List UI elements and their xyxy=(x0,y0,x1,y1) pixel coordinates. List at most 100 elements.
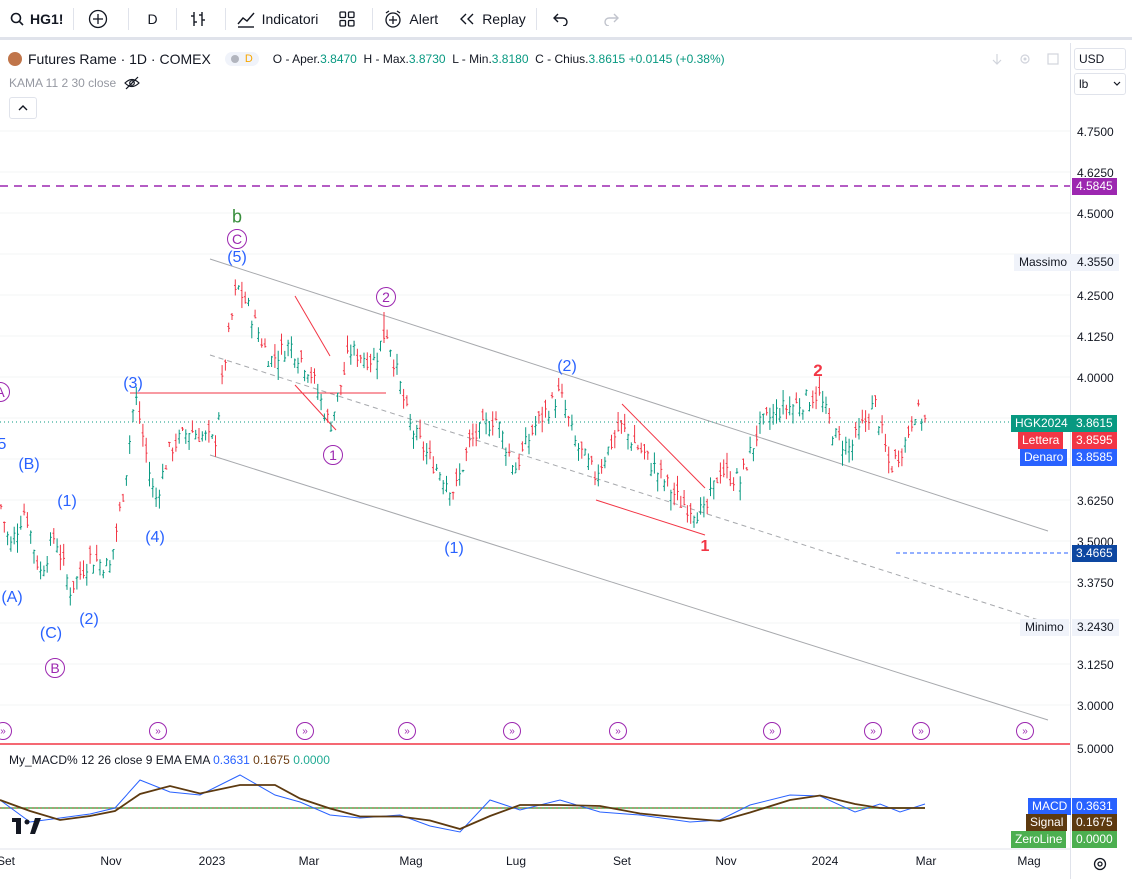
alert-label: Alert xyxy=(409,10,439,27)
price-tick: 3.1250 xyxy=(1077,658,1114,672)
alert-button[interactable]: Alert xyxy=(373,0,448,39)
replay-label: Replay xyxy=(482,10,526,27)
time-tick: Set xyxy=(612,854,632,868)
event-marker-icon[interactable]: » xyxy=(296,722,314,740)
wave-label-1[interactable]: (1) xyxy=(57,493,77,510)
settings-gear-icon[interactable] xyxy=(1092,856,1108,872)
kama-legend: KAMA 11 2 30 close xyxy=(9,76,141,90)
time-tick: 2024 xyxy=(811,854,839,868)
interval-button[interactable]: D xyxy=(147,10,158,27)
market-status-badge[interactable]: D xyxy=(224,52,259,66)
low-value: 3.8180 xyxy=(491,52,529,66)
collapse-legend-button[interactable] xyxy=(9,97,37,119)
wave-label-1b[interactable]: (1) xyxy=(444,540,464,557)
open-value: 3.8470 xyxy=(320,52,357,66)
wave-label-5-edge[interactable]: 5 xyxy=(0,436,7,453)
macd-tag-value: 0.3631 xyxy=(1072,798,1117,815)
divider xyxy=(224,7,226,30)
support-tag: 3.4665 xyxy=(1072,545,1117,562)
compare-button[interactable] xyxy=(74,0,128,39)
price-tick: 3.0000 xyxy=(1077,699,1114,713)
symbol-title[interactable]: Futures Rame · 1D · COMEX xyxy=(28,51,211,67)
maximize-icon[interactable] xyxy=(1046,52,1060,66)
unit-select[interactable]: lb xyxy=(1074,73,1126,95)
price-tick: 4.6250 xyxy=(1077,166,1114,180)
redo-button[interactable] xyxy=(589,0,641,39)
event-marker-icon[interactable]: » xyxy=(912,722,930,740)
price-axis[interactable] xyxy=(1070,43,1132,879)
alarm-clock-icon xyxy=(385,9,402,28)
currency-select[interactable]: USD xyxy=(1074,48,1126,70)
wave-label-red-1[interactable]: 1 xyxy=(700,538,710,555)
event-marker-icon[interactable]: » xyxy=(1016,722,1034,740)
high-value: 3.8730 xyxy=(408,52,446,66)
undo-button[interactable] xyxy=(537,0,589,39)
signal-legend-value: 0.1675 xyxy=(253,753,290,767)
massimo-value: 4.3550 xyxy=(1072,254,1119,271)
tradingview-logo xyxy=(12,818,42,839)
symbol-legend: Futures Rame · 1D · COMEX D O - Aper.3.8… xyxy=(8,51,725,67)
close-label: C - Chius. xyxy=(535,52,589,66)
layouts-button[interactable] xyxy=(328,0,372,39)
settings-icon[interactable] xyxy=(1018,52,1032,66)
macd-line xyxy=(0,774,926,833)
event-marker-icon[interactable]: » xyxy=(864,722,882,740)
unit-value: lb xyxy=(1079,77,1089,91)
channel-mid-line xyxy=(209,354,1049,624)
signal-line xyxy=(0,784,925,830)
wave-label-b[interactable]: b xyxy=(231,206,243,227)
undo-icon xyxy=(552,13,568,26)
event-marker-icon[interactable]: » xyxy=(503,722,521,740)
minimo-value: 3.2430 xyxy=(1072,619,1119,636)
ohlc-bars xyxy=(0,279,927,606)
price-tick: 4.1250 xyxy=(1077,330,1114,344)
event-marker-icon[interactable]: » xyxy=(763,722,781,740)
wave-label-b-circled[interactable]: B xyxy=(45,658,65,678)
macd-legend-value: 0.3631 xyxy=(213,753,250,767)
zero-tag-value: 0.0000 xyxy=(1072,831,1117,848)
wave-label-c-circled[interactable]: C xyxy=(227,229,247,249)
last-price-tag: 3.8615 xyxy=(1072,415,1117,432)
chart-type-button[interactable] xyxy=(177,0,225,39)
replay-button[interactable]: Replay xyxy=(448,0,536,39)
time-tick: Mag xyxy=(1017,854,1041,868)
search-icon xyxy=(10,12,24,26)
wave-label-5[interactable]: (5) xyxy=(227,249,247,266)
divider xyxy=(128,7,130,30)
grid xyxy=(0,130,1070,706)
wave-label-2-circled[interactable]: 2 xyxy=(376,287,396,307)
wave-label-1-circled[interactable]: 1 xyxy=(323,445,343,465)
price-tick: 4.7500 xyxy=(1077,125,1114,139)
price-chart[interactable] xyxy=(0,43,1070,879)
macd-legend: My_MACD% 12 26 close 9 EMA EMA 0.3631 0.… xyxy=(9,753,330,767)
low-label: L - Min. xyxy=(452,52,492,66)
macd-legend-label[interactable]: My_MACD% 12 26 close 9 EMA EMA xyxy=(9,753,210,767)
badge-label: D xyxy=(244,53,253,65)
indicators-icon xyxy=(237,12,255,28)
price-tick: 4.5000 xyxy=(1077,207,1114,221)
wave-label-4[interactable]: (4) xyxy=(145,529,165,546)
event-marker-icon[interactable]: » xyxy=(149,722,167,740)
wave-label-3[interactable]: (3) xyxy=(123,375,143,392)
time-tick: Lug xyxy=(505,854,527,868)
pane-controls xyxy=(990,52,1060,66)
kama-label[interactable]: KAMA 11 2 30 close xyxy=(9,76,117,90)
add-circle-icon xyxy=(89,9,108,28)
wave-label-a[interactable]: (A) xyxy=(1,589,23,606)
wave-label-c[interactable]: (C) xyxy=(39,625,63,642)
eye-off-icon[interactable] xyxy=(124,76,141,90)
symbol-label: HG1! xyxy=(30,10,64,27)
arrow-down-icon[interactable] xyxy=(990,52,1004,66)
indicators-button[interactable]: Indicatori xyxy=(226,0,329,39)
minimo-label: Minimo xyxy=(1020,619,1069,636)
wave-label-b-paren[interactable]: (B) xyxy=(18,456,40,473)
wave-label-2[interactable]: (2) xyxy=(79,611,99,628)
symbol-search-button[interactable]: HG1! xyxy=(0,0,73,39)
zero-tag-label: ZeroLine xyxy=(1011,831,1067,848)
wave-label-2b[interactable]: (2) xyxy=(557,358,577,375)
event-marker-icon[interactable]: » xyxy=(398,722,416,740)
event-marker-icon[interactable]: » xyxy=(609,722,627,740)
time-tick: Mar xyxy=(298,854,320,868)
bid-value: 3.8585 xyxy=(1072,449,1117,466)
wave-label-red-2[interactable]: 2 xyxy=(813,361,823,380)
